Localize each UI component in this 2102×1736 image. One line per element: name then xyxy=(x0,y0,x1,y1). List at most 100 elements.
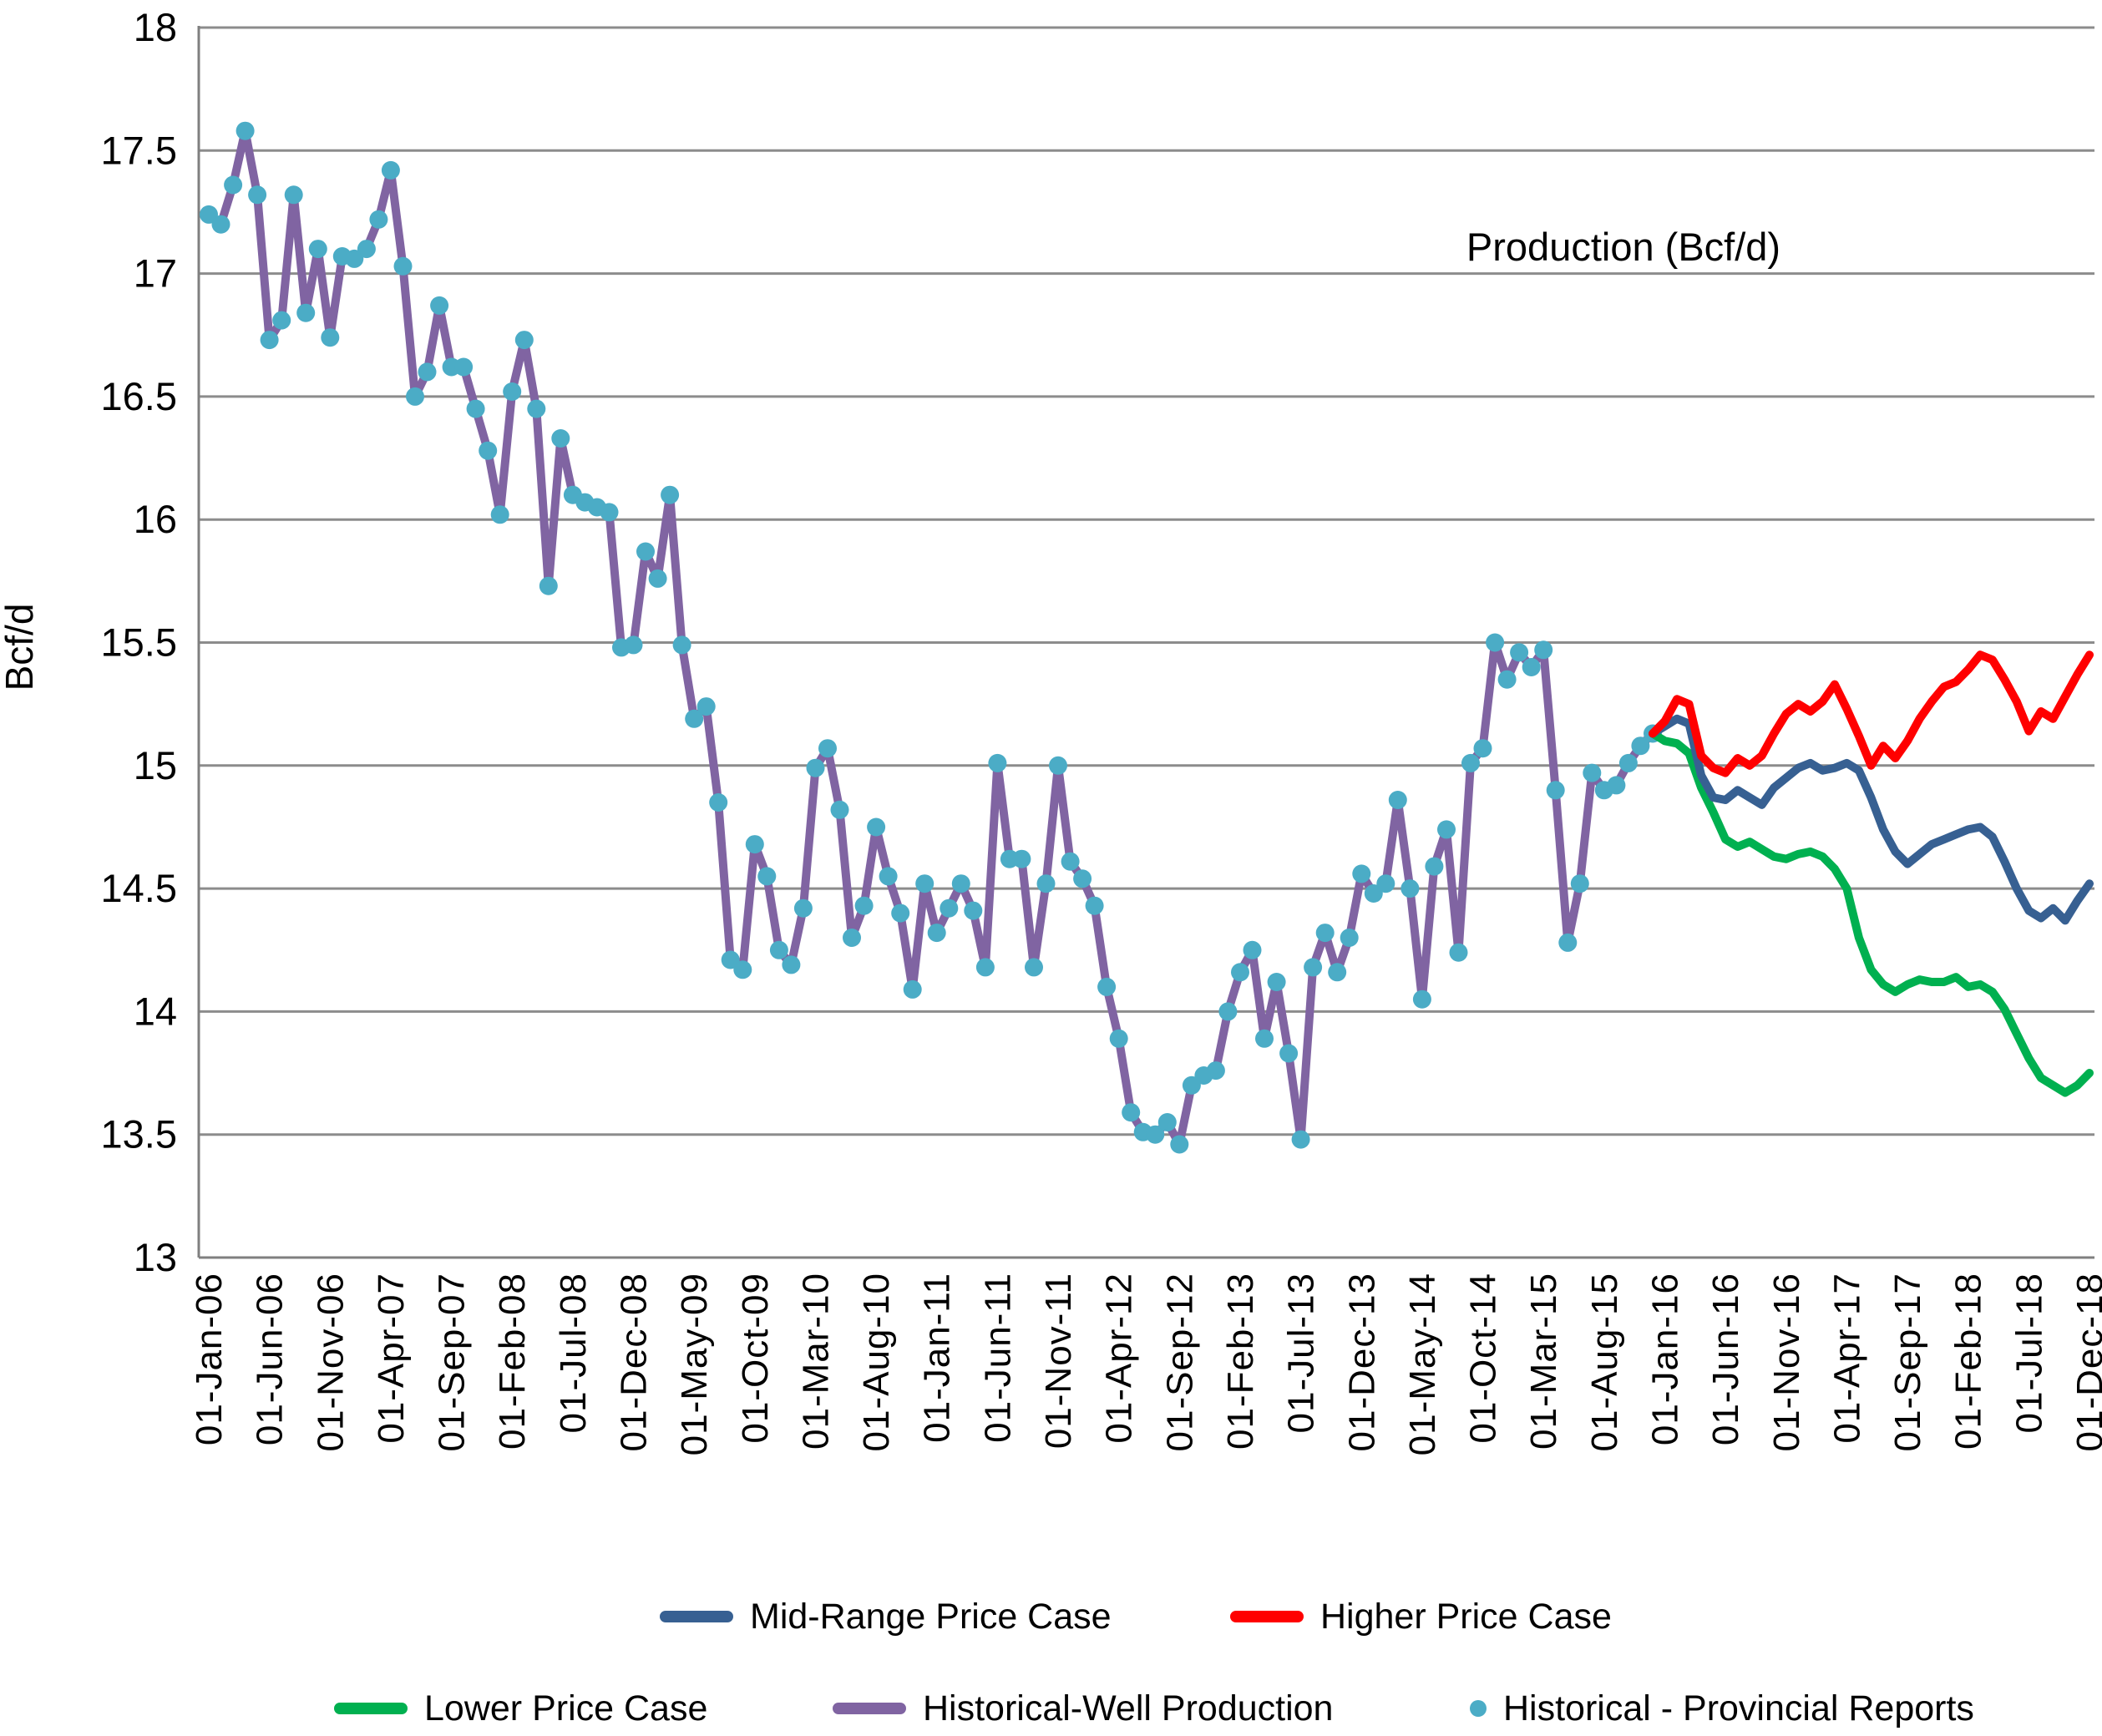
y-tick-label: 15.5 xyxy=(101,620,177,665)
x-tick-label: 01-Dec-08 xyxy=(614,1273,655,1451)
x-tick-label: 01-Apr-17 xyxy=(1826,1273,1867,1444)
series-higher-price-case xyxy=(1649,650,2094,777)
x-tick-label: 01-Aug-15 xyxy=(1584,1273,1625,1451)
data-point-dot xyxy=(1267,973,1286,991)
data-point-dot xyxy=(224,175,243,195)
axes xyxy=(197,26,2094,1259)
data-point-dot xyxy=(685,709,704,728)
y-tick-label: 16.5 xyxy=(101,374,177,418)
data-point-dot xyxy=(975,958,995,977)
chart-title: Production (Bcf/d) xyxy=(1466,225,1781,269)
x-tick-label: 01-Jan-16 xyxy=(1644,1273,1685,1445)
x-tick-label: 01-Feb-08 xyxy=(492,1273,533,1450)
data-point-dot xyxy=(1061,852,1080,871)
y-tick-label: 15 xyxy=(134,743,177,787)
data-point-dot xyxy=(345,249,364,268)
data-point-dot xyxy=(1497,670,1517,689)
y-tick-label: 14 xyxy=(134,989,177,1033)
series-historical-well-production xyxy=(205,126,1669,1149)
data-point-dot xyxy=(1425,857,1444,876)
data-point-dot xyxy=(466,399,485,418)
data-point-dot xyxy=(1073,869,1092,888)
data-point-dot xyxy=(479,441,498,460)
data-point-dot xyxy=(988,753,1007,772)
data-point-dot xyxy=(1510,643,1529,662)
data-point-dot xyxy=(927,924,946,943)
x-tick-label: 01-Dec-13 xyxy=(1341,1273,1382,1451)
data-point-dot xyxy=(1304,958,1323,977)
data-point-dot xyxy=(248,185,267,205)
x-tick-label: 01-May-14 xyxy=(1402,1273,1443,1455)
x-tick-label: 01-Jun-16 xyxy=(1705,1273,1746,1445)
data-point-dot xyxy=(357,240,376,259)
data-point-dot xyxy=(1146,1125,1165,1144)
x-tick-label: 01-Mar-10 xyxy=(795,1273,836,1450)
data-point-dot xyxy=(236,121,255,140)
legend-item-higher-price-case: Higher Price Case xyxy=(1230,1593,1612,1640)
y-tick-label: 13 xyxy=(134,1235,177,1279)
data-point-dot xyxy=(1437,820,1456,839)
x-tick-label: 01-Nov-11 xyxy=(1038,1273,1079,1449)
data-point-dot xyxy=(490,505,509,524)
y-tick-labels: 18 17.5 17 16.5 16 15.5 15 14.5 14 13.5 13 xyxy=(101,5,177,1279)
data-point-dot xyxy=(430,296,449,315)
data-point-dot xyxy=(1558,933,1578,952)
data-point-dot xyxy=(1109,1029,1128,1048)
legend-label-higher: Higher Price Case xyxy=(1320,1596,1612,1637)
data-point-dot xyxy=(951,874,970,893)
data-point-dot xyxy=(1473,739,1492,758)
series-mid-range-price-case xyxy=(1649,714,2094,925)
data-point-dot xyxy=(551,429,570,448)
data-point-dot xyxy=(648,569,667,588)
x-tick-label: 01-Sep-17 xyxy=(1887,1273,1928,1451)
x-tick-label: 01-Feb-18 xyxy=(1948,1273,1989,1450)
data-point-dot xyxy=(539,576,558,595)
x-tick-label: 01-Jul-13 xyxy=(1281,1273,1322,1433)
x-tick-label: 01-Mar-15 xyxy=(1523,1273,1564,1450)
x-tick-label: 01-Nov-06 xyxy=(310,1273,351,1451)
data-point-dot xyxy=(284,185,303,205)
data-point-dot xyxy=(1206,1061,1225,1081)
data-point-dot xyxy=(806,758,825,777)
data-point-dot xyxy=(1570,874,1589,893)
data-point-dot xyxy=(406,387,424,406)
data-point-dot xyxy=(1461,753,1480,772)
legend-item-historical-provincial-reports: Historical - Provincial Reports xyxy=(1470,1685,1974,1732)
x-tick-label: 01-Nov-16 xyxy=(1766,1273,1807,1451)
y-tick-label: 17.5 xyxy=(101,128,177,172)
series-lower-price-case xyxy=(1649,729,2094,1097)
data-point-dot xyxy=(308,240,327,259)
data-point-dot xyxy=(903,979,922,999)
data-point-dot xyxy=(782,955,801,974)
data-point-dot xyxy=(1036,874,1056,893)
data-point-dot xyxy=(1243,940,1262,959)
data-point-dot xyxy=(1012,849,1031,868)
data-point-dot xyxy=(891,903,910,923)
legend-label-lower: Lower Price Case xyxy=(424,1688,708,1728)
data-point-dot xyxy=(321,328,340,347)
legend-row-1: Mid-Range Price Case Higher Price Case xyxy=(0,1593,2102,1640)
data-point-dot xyxy=(793,898,813,918)
data-point-dot xyxy=(1170,1135,1189,1154)
data-point-dot xyxy=(1122,1103,1141,1122)
y-tick-label: 17 xyxy=(134,251,177,296)
data-point-dot xyxy=(1631,736,1650,756)
data-point-dot xyxy=(830,800,849,819)
data-point-dot xyxy=(854,896,874,915)
x-tick-label: 01-Jan-11 xyxy=(917,1273,958,1443)
x-tick-label: 01-Jul-08 xyxy=(553,1273,594,1433)
data-point-dot xyxy=(1231,963,1249,982)
legend-label-mid-range: Mid-Range Price Case xyxy=(750,1596,1112,1637)
data-point-dot xyxy=(1340,929,1359,947)
data-point-dot xyxy=(1328,963,1347,982)
higher-line-swatch-icon xyxy=(1230,1611,1304,1622)
data-point-dot xyxy=(1025,958,1043,977)
x-tick-label: 01-Dec-18 xyxy=(2069,1273,2102,1451)
data-point-dot xyxy=(1291,1130,1310,1149)
x-tick-label: 01-Feb-13 xyxy=(1220,1273,1261,1450)
x-tick-label: 01-Sep-12 xyxy=(1159,1273,1200,1451)
data-point-dot xyxy=(940,898,959,918)
lower-line-swatch-icon xyxy=(334,1703,408,1714)
data-point-dot xyxy=(369,210,388,229)
